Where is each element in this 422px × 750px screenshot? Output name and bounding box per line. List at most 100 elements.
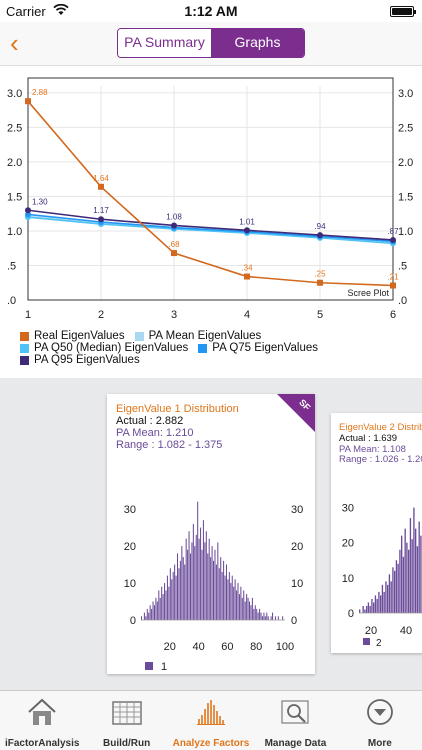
data-label: .68: [168, 240, 180, 249]
histogram-bar: [270, 616, 272, 620]
histogram-bar: [277, 616, 279, 620]
histogram-bar: [399, 549, 401, 613]
histogram-bar: [416, 546, 419, 613]
histogram-bar: [274, 616, 276, 620]
data-label: .25: [314, 270, 326, 279]
y-tick-label-right: 1.5: [398, 191, 413, 203]
carrier-label: Carrier: [6, 4, 46, 19]
back-chevron-icon[interactable]: ‹: [10, 28, 19, 58]
histogram-bar: [254, 605, 256, 620]
histogram-bar: [181, 546, 183, 620]
histogram-bar: [178, 568, 180, 620]
data-point: [244, 227, 250, 234]
histogram-bar: [169, 568, 171, 620]
histogram-bar: [210, 557, 212, 620]
data-point: [317, 279, 323, 286]
data-point: [98, 216, 104, 223]
histogram-bar: [409, 518, 412, 613]
card-pa-mean: PA Mean: 1.210: [116, 427, 194, 439]
data-point: [390, 236, 396, 243]
histogram-bar: [253, 608, 255, 620]
tab-label: Analyze Factors: [172, 738, 250, 749]
tab-build-run[interactable]: Build/Run: [84, 691, 168, 750]
histogram-bar: [241, 597, 243, 620]
histogram-bar: [366, 605, 368, 613]
histogram-bar: [145, 616, 147, 620]
histogram-bar: [204, 542, 206, 620]
y-tick-label: 20: [124, 541, 136, 553]
y-tick-label-right: 20: [291, 541, 303, 553]
histogram-bar: [392, 567, 394, 613]
legend-label: 2: [376, 638, 382, 649]
histogram-bar: [240, 586, 242, 620]
histogram-bar: [224, 575, 226, 620]
histogram-bar: [369, 605, 371, 613]
data-label: .21: [387, 273, 399, 282]
histogram-bar: [165, 590, 167, 620]
histogram-bar: [202, 520, 204, 620]
histogram-bar: [218, 568, 220, 620]
histogram-bar: [267, 616, 269, 620]
segment-graphs[interactable]: Graphs: [211, 29, 304, 57]
y-tick-label-left: 2.5: [7, 122, 22, 134]
histogram-bar: [191, 542, 193, 620]
series-line-3: [27, 213, 394, 243]
histogram-bar: [162, 594, 164, 620]
histogram-bar: [220, 557, 222, 620]
histogram-bar: [168, 586, 170, 620]
histogram-bar: [378, 591, 380, 613]
y-tick-label-right: 2.5: [398, 122, 413, 134]
x-tick-label: 3: [171, 309, 177, 321]
data-label: 2.88: [32, 88, 48, 97]
x-tick-label: 6: [390, 309, 396, 321]
histogram-bar: [413, 507, 415, 613]
data-point: [25, 211, 31, 218]
data-label: 1.17: [93, 206, 109, 215]
histogram-bar: [195, 534, 197, 620]
histogram-bar: [249, 601, 251, 620]
x-tick-label: 5: [317, 309, 323, 321]
histogram-bar: [381, 584, 384, 613]
histogram-bar: [420, 535, 422, 613]
tab-ifactoranalysis[interactable]: iFactorAnalysis: [0, 691, 84, 750]
tab-manage-data[interactable]: Manage Data: [253, 691, 337, 750]
plot-frame: [27, 77, 394, 301]
histogram-bar: [184, 564, 186, 620]
histogram-bar: [192, 523, 194, 620]
data-point: [171, 222, 177, 229]
data-label: 1.08: [166, 212, 182, 221]
legend-item-pa-q50: PA Q50 (Median) EigenValues: [20, 342, 188, 354]
tab-analyze-factors[interactable]: Analyze Factors: [169, 691, 253, 750]
eigenvalue-1-card[interactable]: SF EigenValue 1 Distribution Actual : 2.…: [107, 394, 315, 674]
y-tick-label-left: 2.0: [7, 157, 22, 169]
tab-more[interactable]: More: [338, 691, 422, 750]
histogram-bar: [234, 579, 236, 620]
histogram-bar: [397, 563, 399, 613]
more-chevron-icon: [366, 699, 393, 725]
y-tick-label-left: 1.5: [7, 191, 22, 203]
eigenvalue-2-card[interactable]: EigenValue 2 Distribution Actual : 1.639…: [331, 413, 422, 653]
status-bar: Carrier 1:12 AM: [0, 0, 422, 22]
histogram-bar: [214, 549, 216, 620]
histogram-bar: [217, 542, 219, 620]
histogram-bar: [272, 612, 274, 620]
tab-label: Build/Run: [103, 738, 151, 749]
histogram-bar: [257, 612, 259, 620]
distribution-carousel[interactable]: SF EigenValue 1 Distribution Actual : 2.…: [0, 378, 422, 690]
data-label: .87: [387, 227, 399, 236]
histogram-bar: [387, 584, 389, 613]
x-tick-label: 40: [400, 625, 412, 637]
card-title: EigenValue 1 Distribution: [116, 403, 239, 415]
status-time: 1:12 AM: [184, 3, 238, 19]
histogram-bar: [251, 597, 253, 620]
histogram-bar: [233, 586, 235, 620]
legend-swatch: [145, 662, 153, 670]
y-tick-label: 30: [342, 503, 354, 515]
segment-pa-summary[interactable]: PA Summary: [118, 29, 211, 57]
histogram-bar: [383, 591, 385, 613]
histogram-bar: [148, 612, 150, 620]
histogram-bar: [406, 542, 408, 613]
histogram-bar: [187, 549, 189, 620]
histogram-bar: [401, 535, 403, 613]
histogram-bar: [171, 579, 173, 620]
